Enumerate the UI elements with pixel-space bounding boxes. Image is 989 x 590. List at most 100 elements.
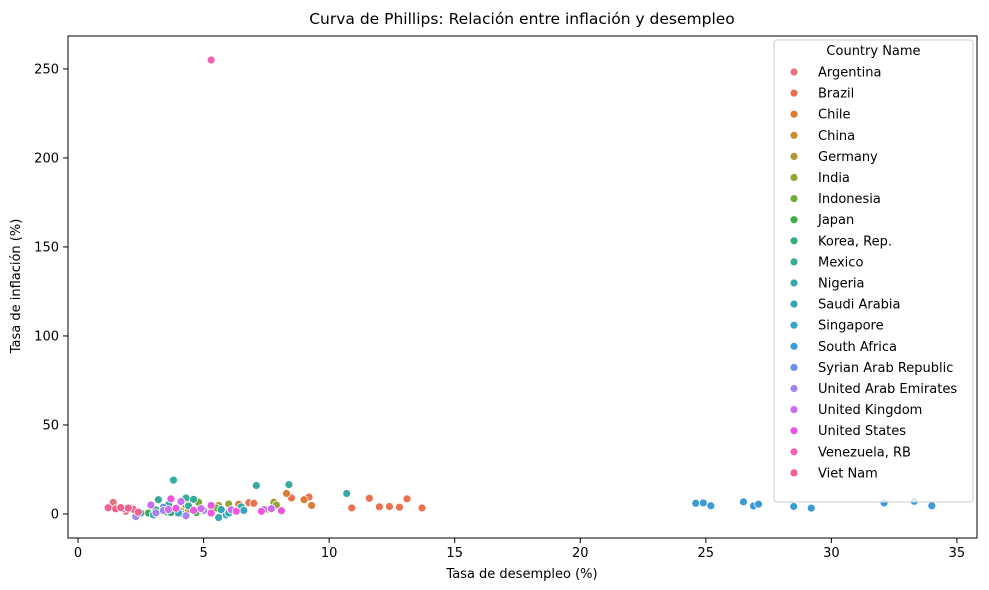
data-point	[347, 503, 357, 513]
legend-marker	[789, 278, 799, 288]
data-point	[171, 503, 181, 513]
data-point	[927, 501, 937, 511]
data-point	[342, 489, 352, 498]
legend-marker	[789, 88, 799, 98]
legend-entry: Indonesia	[818, 192, 881, 207]
legend-entry: India	[818, 171, 850, 186]
data-point	[402, 494, 412, 504]
data-point	[151, 508, 161, 518]
y-tick-label: 50	[42, 418, 59, 433]
x-tick-label: 25	[698, 546, 715, 561]
legend-entry: Korea, Rep.	[818, 234, 892, 249]
legend-entry: South Africa	[818, 340, 897, 355]
y-tick-label: 150	[34, 240, 59, 255]
x-tick-label: 20	[572, 546, 589, 561]
legend-entry: United States	[818, 424, 906, 439]
legend-entry: Syrian Arab Republic	[818, 361, 953, 376]
data-point	[153, 495, 163, 505]
data-point	[239, 506, 249, 515]
plot-area: 0 5 10 15 20 25 30 35 0 50 100 150 200 250	[34, 35, 978, 561]
data-point	[277, 506, 286, 516]
data-point	[133, 507, 143, 517]
data-point	[395, 502, 404, 512]
data-point	[231, 506, 241, 516]
legend-marker	[789, 215, 799, 225]
data-point	[214, 513, 224, 522]
x-tick-label: 5	[199, 546, 207, 561]
y-tick-label: 0	[51, 507, 59, 522]
data-point	[116, 503, 126, 512]
data-point	[691, 498, 701, 508]
legend-marker	[789, 109, 799, 119]
legend-title: Country Name	[826, 44, 920, 59]
legend-marker	[789, 384, 799, 393]
legend-entry: Singapore	[818, 319, 884, 334]
x-tick-label: 35	[949, 546, 966, 561]
data-point	[181, 511, 191, 521]
y-tick-label: 200	[34, 151, 59, 166]
data-point	[754, 499, 763, 509]
data-point	[189, 506, 198, 515]
data-point	[164, 505, 173, 514]
legend-entry: Chile	[818, 108, 851, 123]
legend-box	[773, 39, 974, 503]
data-point	[206, 55, 216, 65]
legend-entry: Viet Nam	[818, 466, 878, 481]
legend-marker	[789, 67, 799, 77]
x-tick-label: 10	[321, 546, 338, 561]
data-point	[307, 501, 316, 510]
legend-marker	[789, 362, 799, 372]
legend-entry: United Kingdom	[818, 403, 922, 418]
legend-marker	[789, 299, 799, 309]
data-point	[216, 505, 226, 514]
data-point	[123, 503, 133, 513]
legend-entry: Germany	[818, 150, 878, 165]
legend-marker	[789, 405, 799, 415]
legend-marker	[789, 426, 799, 436]
legend-marker	[789, 151, 799, 161]
legend-entry: Brazil	[818, 87, 854, 102]
legend-entry: China	[818, 129, 855, 144]
x-tick-label: 30	[823, 546, 840, 561]
data-point	[206, 501, 216, 510]
legend-entry: Saudi Arabia	[818, 298, 901, 313]
data-point	[706, 501, 716, 511]
data-point	[251, 481, 261, 490]
data-point	[176, 497, 186, 506]
legend-marker	[789, 447, 799, 457]
legend-marker	[789, 130, 799, 140]
y-tick-label: 100	[34, 329, 59, 344]
data-point	[189, 494, 198, 504]
data-point	[299, 495, 309, 505]
data-point	[385, 502, 394, 511]
data-point	[206, 508, 216, 518]
data-point	[146, 500, 156, 510]
data-point	[739, 497, 748, 507]
x-tick-label: 0	[74, 546, 82, 561]
data-point	[374, 502, 384, 512]
legend-entry: Venezuela, RB	[818, 445, 911, 460]
legend-marker	[789, 341, 799, 351]
data-point	[249, 498, 259, 508]
y-axis-label: Tasa de inflación (%)	[9, 219, 24, 355]
data-point	[806, 503, 816, 513]
data-point	[364, 493, 374, 503]
data-point	[166, 494, 176, 504]
data-point	[256, 506, 266, 516]
legend-marker	[789, 236, 799, 246]
legend-marker	[789, 320, 799, 330]
x-axis-label: Tasa de desempleo (%)	[445, 567, 597, 582]
legend-entry: Nigeria	[818, 277, 865, 292]
legend-entry: United Arab Emirates	[818, 382, 957, 397]
chart-title: Curva de Phillips: Relación entre inflac…	[309, 10, 735, 28]
legend-entry: Mexico	[818, 255, 863, 270]
legend-marker	[789, 257, 799, 267]
data-point	[169, 475, 178, 485]
data-point	[196, 504, 206, 514]
plot-frame	[67, 35, 978, 539]
y-tick-label: 250	[34, 62, 59, 77]
legend: Country Name Argentina Brazil Chile China Ger…	[773, 39, 974, 503]
data-point	[789, 502, 799, 511]
